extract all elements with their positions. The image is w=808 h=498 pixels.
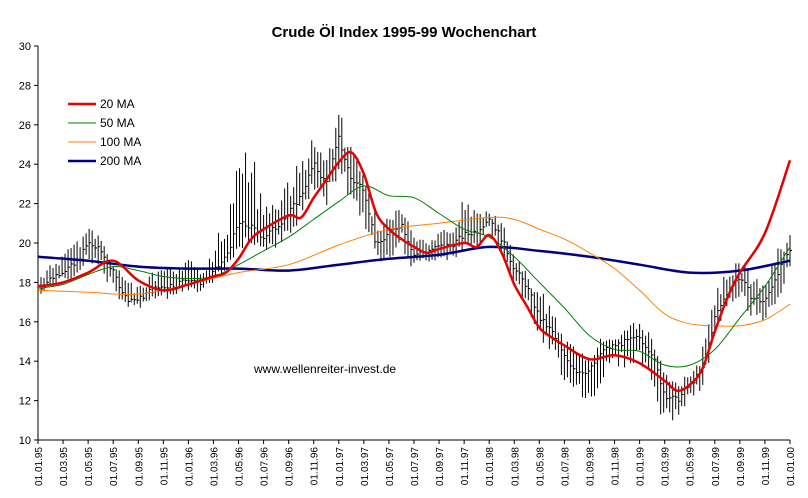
x-tick-label: 01.01.98 <box>485 447 496 486</box>
legend: 20 MA 50 MA 100 MA 200 MA <box>68 97 141 168</box>
x-tick-label: 01.01.97 <box>335 447 346 486</box>
x-tick-label: 01.01.00 <box>786 447 797 486</box>
x-tick-label: 01.07.98 <box>560 447 571 486</box>
x-tick-label: 01.03.96 <box>209 447 220 486</box>
x-tick-label: 01.09.99 <box>736 447 747 486</box>
y-tick-label: 30 <box>19 41 31 53</box>
y-tick-label: 16 <box>19 317 31 329</box>
x-tick-label: 01.05.99 <box>686 447 697 486</box>
x-tick-label: 01.07.99 <box>711 447 722 486</box>
series-line-20-ma <box>37 150 792 393</box>
x-tick-label: 01.03.99 <box>661 447 672 486</box>
x-tick-label: 01.01.95 <box>34 447 45 486</box>
x-tick-label: 01.03.95 <box>59 447 70 486</box>
x-tick-label: 01.05.98 <box>535 447 546 486</box>
y-tick-label: 22 <box>19 199 31 211</box>
x-tick-label: 01.11.98 <box>611 447 622 486</box>
x-tick-label: 01.09.96 <box>285 447 296 486</box>
y-axis-ticks: 10 12 14 16 18 20 22 24 26 28 30 <box>19 41 38 447</box>
x-tick-label: 01.03.97 <box>360 447 371 486</box>
x-tick-label: 01.07.95 <box>109 447 120 486</box>
series-line-100-ma <box>37 216 791 327</box>
y-tick-label: 10 <box>19 435 31 447</box>
y-tick-label: 28 <box>19 80 31 92</box>
series-line-200-ma <box>37 245 791 275</box>
y-tick-label: 26 <box>19 120 31 132</box>
series-line-50-ma <box>37 185 791 368</box>
x-tick-label: 01.09.97 <box>435 447 446 486</box>
y-tick-label: 18 <box>19 277 31 289</box>
x-tick-label: 01.11.97 <box>460 447 471 486</box>
x-tick-label: 01.07.96 <box>260 447 271 486</box>
chart-title: Crude Öl Index 1995-99 Wochenchart <box>272 24 537 41</box>
x-tick-label: 01.09.98 <box>585 447 596 486</box>
legend-label: 20 MA <box>100 97 135 111</box>
x-tick-label: 01.03.98 <box>510 447 521 486</box>
website-annotation: www.wellenreiter-invest.de <box>253 362 396 376</box>
x-tick-label: 01.11.96 <box>310 447 321 486</box>
y-tick-label: 12 <box>19 396 31 408</box>
x-tick-label: 01.11.99 <box>761 447 772 486</box>
x-tick-label: 01.07.97 <box>410 447 421 486</box>
moving-average-lines <box>37 150 792 393</box>
legend-label: 200 MA <box>100 154 141 168</box>
y-tick-label: 14 <box>19 356 31 368</box>
y-tick-label: 20 <box>19 238 31 250</box>
x-tick-label: 01.05.95 <box>84 447 95 486</box>
x-tick-label: 01.01.99 <box>636 447 647 486</box>
y-tick-label: 24 <box>19 159 31 171</box>
x-tick-label: 01.11.95 <box>159 447 170 486</box>
x-tick-label: 01.09.95 <box>134 447 145 486</box>
legend-label: 50 MA <box>100 116 135 130</box>
x-tick-label: 01.05.97 <box>385 447 396 486</box>
x-tick-label: 01.05.96 <box>235 447 246 486</box>
x-tick-label: 01.01.96 <box>184 447 195 486</box>
legend-label: 100 MA <box>100 135 141 149</box>
x-axis-ticks: 01.01.95 01.03.95 01.05.95 01.07.95 01.09.95… <box>34 440 797 486</box>
